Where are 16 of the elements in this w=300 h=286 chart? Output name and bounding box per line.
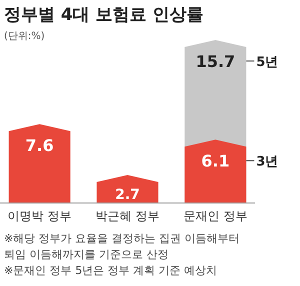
data-label: 7.6 [25, 136, 54, 156]
text: ※해당 정부가 요율을 결정하는 집권 이듬해부터 [4, 232, 240, 245]
x-tick-label: 박근혜 정부 [96, 209, 160, 223]
bar [184, 140, 246, 203]
text: 퇴임 이듬해까지를 기준으로 산정 [4, 248, 168, 261]
data-label: 6.1 [201, 152, 230, 171]
data-label: 15.7 [196, 52, 236, 71]
chart-subtitle: (단위:%) [4, 31, 45, 42]
chart-title: 정부별 4대 보험료 인상률 [4, 5, 204, 25]
series-label: 5년 [256, 55, 278, 70]
x-tick-label: 문재인 정부 [184, 209, 248, 223]
bar [8, 124, 70, 203]
x-tick-label: 이명박 정부 [8, 209, 72, 223]
data-label: 2.7 [115, 187, 140, 203]
text: ※문재인 정부 5년은 정부 계획 기준 예상치 [4, 264, 218, 277]
series-label: 3년 [256, 154, 278, 170]
